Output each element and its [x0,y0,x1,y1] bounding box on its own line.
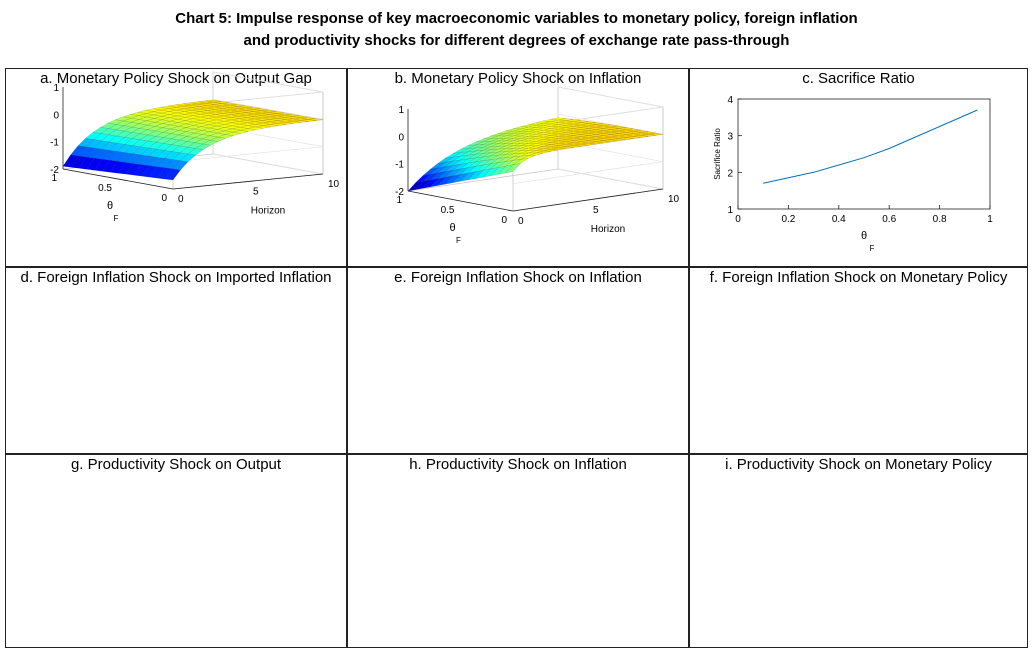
panel-c: c. Sacrifice Ratio 0 0.2 0.4 0.6 0.8 1 1 2 3 4 θ F S… [689,68,1028,267]
z-gridline [512,141,664,185]
theta-tick-label: 0.5 [441,205,455,216]
plot-frame [737,98,991,210]
panel-title: c. Sacrifice Ratio [802,70,915,87]
theta-tick-label: 0 [161,193,167,204]
axes-box [62,71,324,190]
x-tick-label: 0.2 [781,214,795,225]
z-tick-label: 1 [53,83,59,94]
x-axis-subscript: F [870,244,875,253]
horizon-tick-label: 5 [593,205,599,216]
z-gridline [172,71,324,108]
horizon-axis-label: Horizon [251,206,285,217]
horizon-tick-label: 10 [328,179,340,190]
theta-axis-subscript: F [114,214,119,223]
theta-axis-label: θ [107,200,113,212]
x-tick-label: 0.6 [882,214,896,225]
x-tick-label: 0.8 [933,214,947,225]
y-tick-label: 4 [727,95,733,106]
y-tick-label: 2 [727,168,733,179]
panel-title: f. Foreign Inflation Shock on Monetary P… [709,269,1008,286]
z-tick-label: -1 [395,160,404,171]
surface-patch [407,181,424,192]
panel-title: b. Monetary Policy Shock on Inflation [394,70,642,87]
panel-f: f. Foreign Inflation Shock on Monetary P… [689,267,1028,454]
z-gridline [512,168,664,212]
theta-axis-label: θ [449,222,455,234]
surface [407,117,664,192]
z-tick-label: -1 [50,138,59,149]
horizon-tick-label: 0 [178,194,184,205]
z-tick-label: -2 [50,165,59,176]
theta-tick-label: 0.5 [98,183,112,194]
panel-title: d. Foreign Inflation Shock on Imported I… [20,269,332,286]
x-axis-label: θ [861,230,867,242]
surface-patch [430,162,446,170]
panel-title: a. Monetary Policy Shock on Output Gap [40,70,312,87]
theta-axis-subscript: F [456,236,461,245]
horizon-axis-label: Horizon [591,224,625,235]
chart-title-line-1: Chart 5: Impulse response of key macroec… [175,10,858,27]
theta-tick-label: 1 [396,195,402,206]
horizon-tick-label: 5 [253,187,259,198]
panel-title: g. Productivity Shock on Output [70,456,282,473]
panel-a: a. Monetary Policy Shock on Output Gap -… [5,68,347,267]
theta-tick-label: 0 [501,215,507,226]
x-tick-label: 1 [987,214,993,225]
panel-i: i. Productivity Shock on Monetary Policy… [689,454,1028,648]
panel-title: h. Productivity Shock on Inflation [409,456,627,473]
surface-patch [452,148,469,154]
z-gridline [172,126,324,163]
x-tick-label: 0.4 [832,214,846,225]
line-plot-c: 0 0.2 0.4 0.6 0.8 1 1 2 3 4 θF Sacrifice Ratio [713,95,993,253]
horizon-tick-label: 10 [668,194,680,205]
sacrifice-ratio-line [763,109,978,184]
panel-e: e. Foreign Inflation Shock on Inflation … [347,267,689,454]
theta-axis-line [407,190,514,212]
chart-title-line-2: and productivity shocks for different de… [243,32,790,49]
panel-b: b. Monetary Policy Shock on Inflation -2… [347,68,689,267]
panel-g: g. Productivity Shock on Output -2-10100… [5,454,347,648]
surface-patch [445,152,461,159]
panel-h: h. Productivity Shock on Inflation -1-0.… [347,454,689,648]
z-tick-label: -2 [395,187,404,198]
horizon-tick-label: 0 [518,216,524,227]
surface-patch [527,122,544,126]
z-tick-label: 1 [398,105,404,116]
surface [62,99,324,181]
theta-tick-label: 1 [51,173,57,184]
horizon-axis-line [512,188,664,212]
theta-axis-line [62,168,174,190]
x-tick-label: 0 [735,214,741,225]
z-tick-label: 0 [398,132,404,143]
panel-title: i. Productivity Shock on Monetary Policy [725,456,992,473]
z-tick-label: 0 [53,110,59,121]
surface-patch [62,154,79,168]
horizon-axis-line [172,173,324,190]
panel-title: e. Foreign Inflation Shock on Inflation [394,269,642,286]
chart-title: Chart 5: Impulse response of key macroec… [0,8,1033,52]
surface-patch [460,144,476,150]
y-tick-label: 3 [727,132,733,143]
y-tick-label: 1 [727,205,733,216]
panel-d: d. Foreign Inflation Shock on Imported I… [5,267,347,454]
y-axis-label: Sacrifice Ratio [713,128,722,180]
surface-patch [512,126,529,130]
